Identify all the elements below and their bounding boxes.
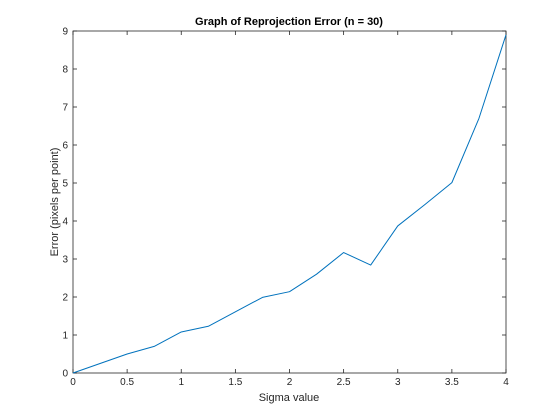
y-tick-label: 2 — [62, 293, 68, 304]
y-tick-label: 6 — [62, 141, 68, 152]
y-tick-label: 1 — [62, 331, 68, 342]
y-tick-label: 9 — [62, 27, 68, 38]
y-tick-label: 7 — [62, 103, 68, 114]
x-tick-label: 2.5 — [337, 377, 351, 388]
y-axis-ticks: 0 1 2 3 4 5 6 7 8 9 — [62, 27, 506, 380]
x-axis-title: Sigma value — [259, 392, 320, 404]
x-tick-label: 0.5 — [120, 377, 134, 388]
x-tick-label: 1 — [178, 377, 184, 388]
y-tick-label: 3 — [62, 255, 68, 266]
y-axis-title: Error (pixels per point) — [49, 148, 61, 257]
y-tick-label: 8 — [62, 65, 68, 76]
plot-area — [72, 30, 507, 374]
y-tick-label: 4 — [62, 217, 68, 228]
series-layer — [72, 34, 507, 374]
plot-box — [72, 30, 507, 374]
x-tick-label: 4 — [503, 377, 509, 388]
error-series-line — [72, 34, 507, 374]
x-tick-label: 3.5 — [445, 377, 459, 388]
x-tick-label: 1.5 — [228, 377, 242, 388]
x-tick-label: 0 — [70, 377, 76, 388]
y-tick-label: 0 — [62, 369, 68, 380]
x-tick-label: 2 — [287, 377, 293, 388]
x-tick-label: 3 — [395, 377, 401, 388]
y-tick-label: 5 — [62, 179, 68, 190]
chart-title: Graph of Reprojection Error (n = 30) — [195, 16, 383, 28]
x-axis-ticks: 0 0.5 1 1.5 2 2.5 3 3.5 4 — [70, 31, 509, 388]
